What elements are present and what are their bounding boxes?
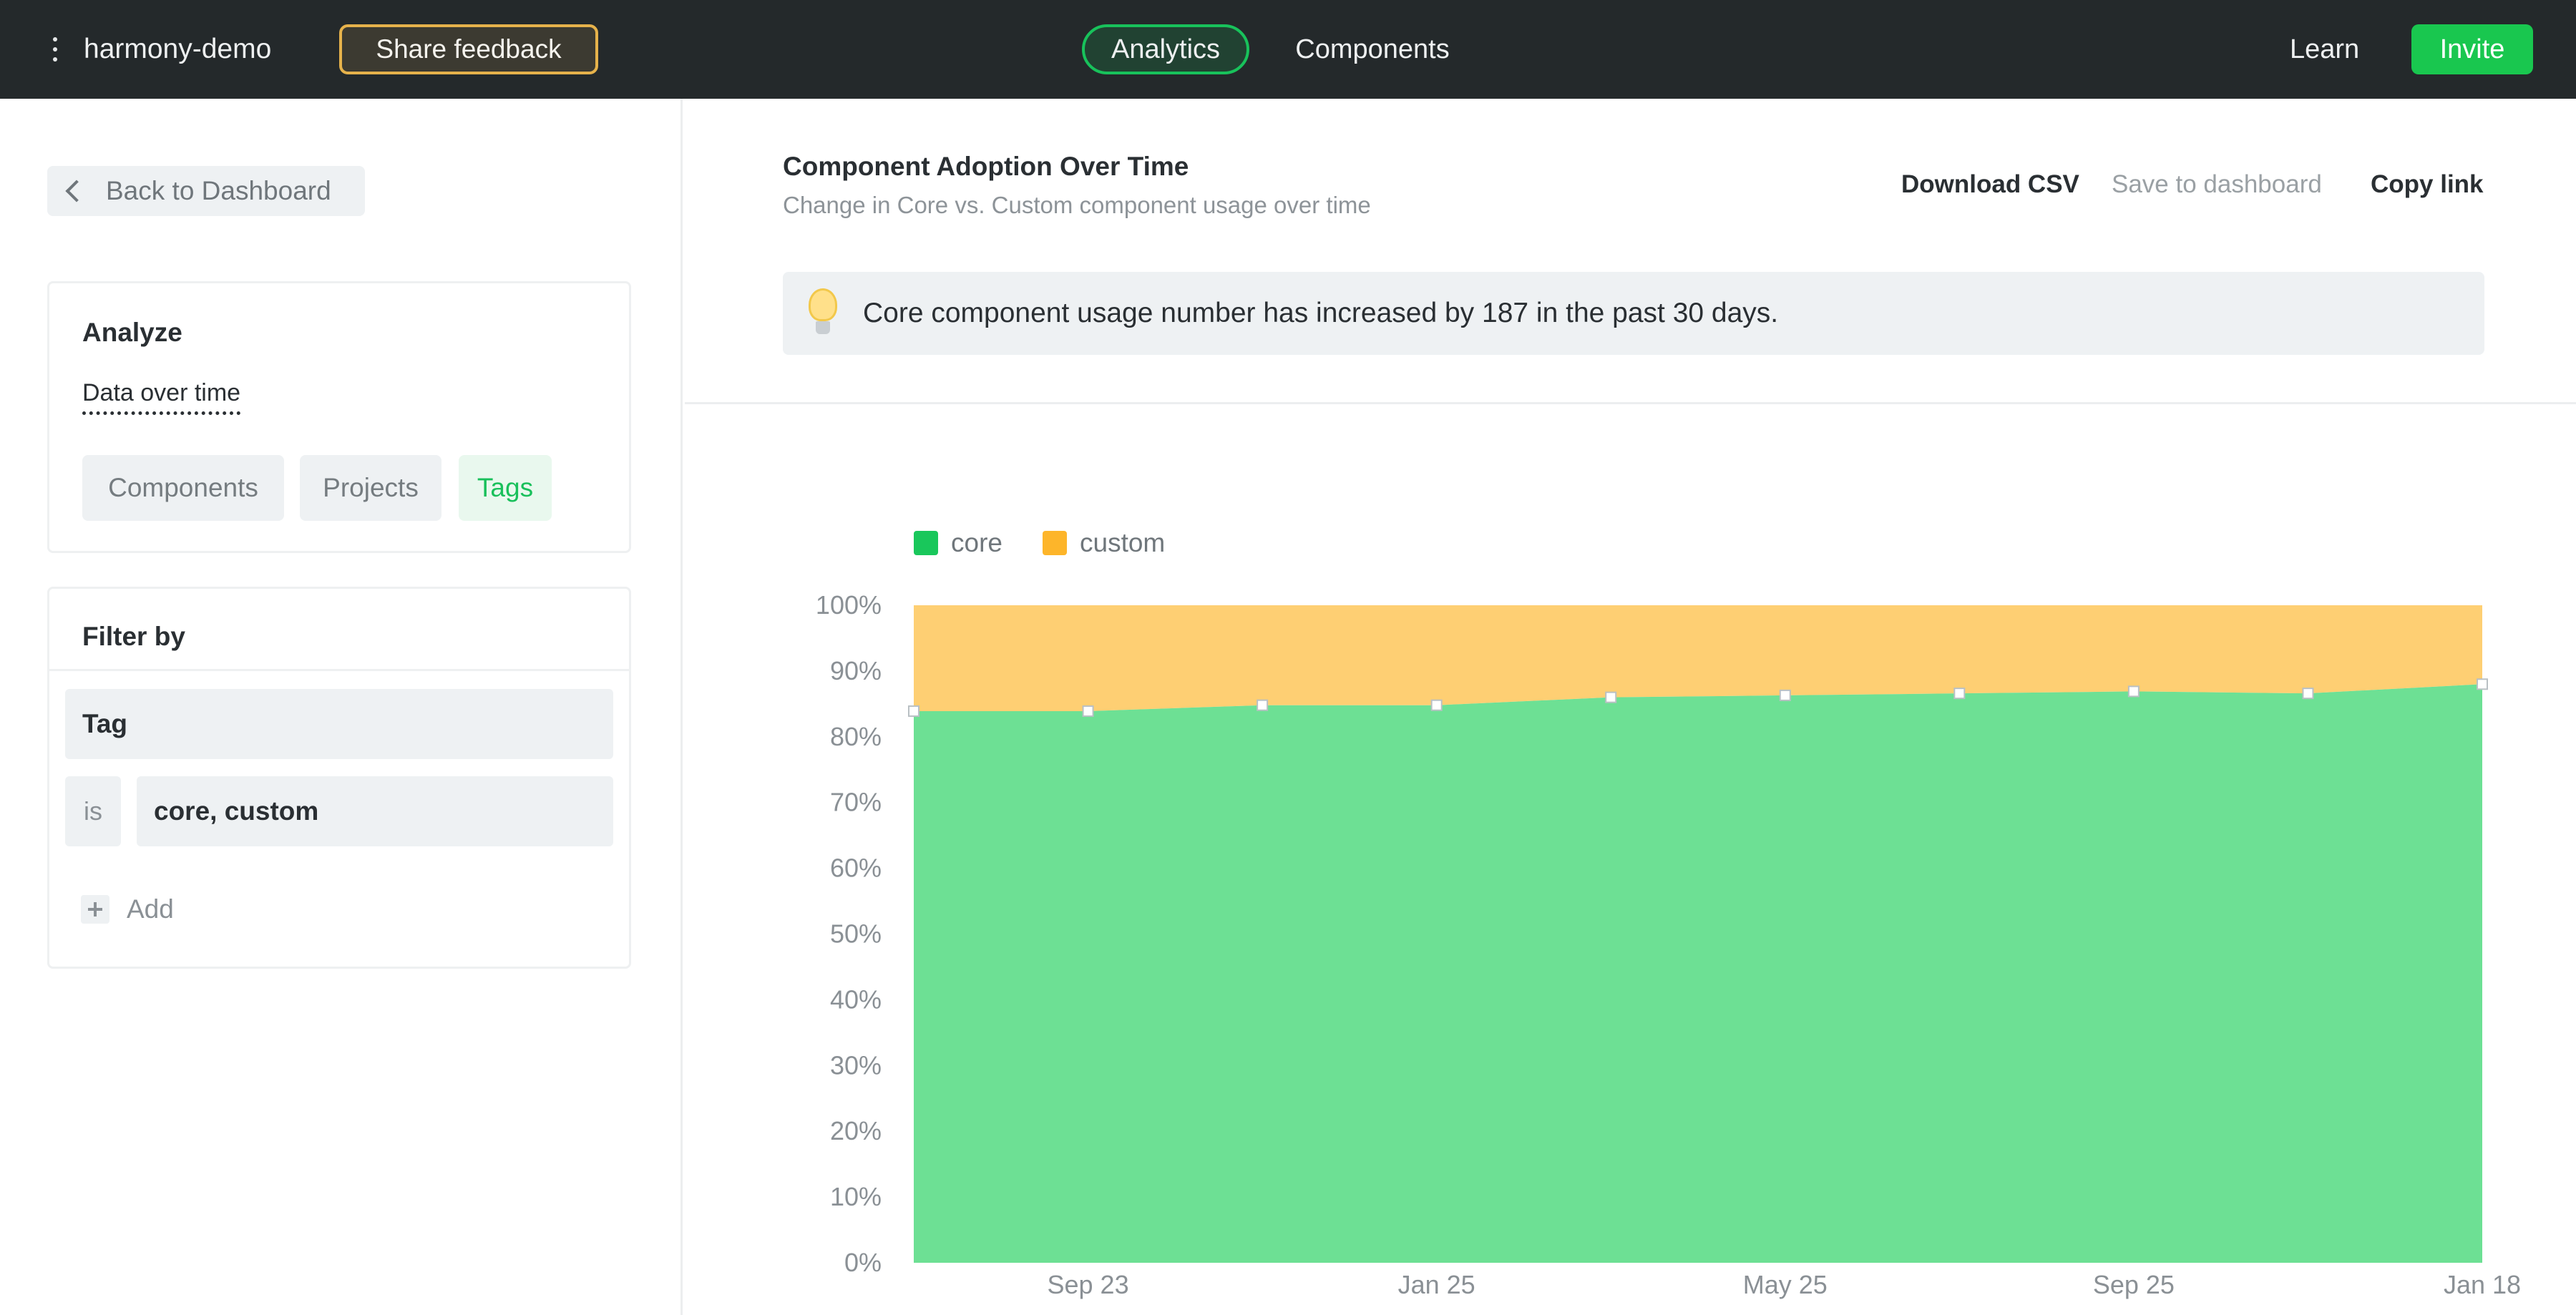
insight-banner: Core component usage number has increase… bbox=[783, 272, 2484, 355]
data-point-core bbox=[1082, 705, 1094, 717]
x-tick-label: May 25 bbox=[1743, 1270, 1828, 1299]
share-feedback-button[interactable]: Share feedback bbox=[339, 24, 598, 74]
y-tick-label: 10% bbox=[830, 1182, 882, 1211]
y-tick-label: 40% bbox=[830, 984, 882, 1014]
data-point-core bbox=[2127, 685, 2140, 698]
data-point-core bbox=[1605, 691, 1617, 703]
legend-swatch-core bbox=[914, 531, 938, 555]
data-point-core bbox=[1257, 699, 1269, 711]
x-tick-label: Jan 25 bbox=[1398, 1270, 1475, 1299]
data-point-core bbox=[1779, 689, 1791, 701]
chart-canvas: 0% 10% 20% 30% 40% 50% 60% 70% 80% 90% 100% Sep 23 J… bbox=[816, 590, 2521, 1299]
project-name[interactable]: harmony-demo bbox=[84, 34, 272, 64]
add-filter-label: Add bbox=[127, 894, 174, 924]
add-filter-button[interactable]: Add bbox=[81, 888, 174, 931]
filter-title: Filter by bbox=[82, 622, 185, 651]
main-panel: Component Adoption Over Time Change in C… bbox=[685, 99, 2576, 1315]
legend-item-core[interactable]: core bbox=[914, 528, 1002, 558]
filter-value-select[interactable]: core, custom bbox=[137, 776, 613, 846]
plus-icon bbox=[81, 895, 109, 924]
sidebar: Back to Dashboard Analyze Data over time… bbox=[0, 99, 683, 1315]
insight-text: Core component usage number has increase… bbox=[863, 298, 1779, 328]
analyze-option-tags[interactable]: Tags bbox=[459, 455, 552, 521]
y-tick-label: 30% bbox=[830, 1050, 882, 1080]
filter-field-select[interactable]: Tag bbox=[65, 689, 613, 759]
data-point-core bbox=[1953, 688, 1966, 700]
copy-link-button[interactable]: Copy link bbox=[2371, 170, 2484, 198]
divider bbox=[685, 402, 2576, 404]
divider bbox=[49, 669, 629, 671]
y-tick-label: 0% bbox=[844, 1248, 882, 1277]
x-tick-label: Sep 23 bbox=[1048, 1270, 1129, 1299]
y-tick-label: 70% bbox=[830, 788, 882, 817]
y-tick-label: 20% bbox=[830, 1116, 882, 1145]
data-point-core bbox=[1430, 699, 1443, 711]
analyze-mode-dropdown[interactable]: Data over time bbox=[82, 379, 241, 415]
series-area-core bbox=[914, 684, 2482, 1263]
back-to-dashboard-button[interactable]: Back to Dashboard bbox=[47, 166, 365, 216]
y-tick-label: 50% bbox=[830, 919, 882, 949]
save-to-dashboard-button[interactable]: Save to dashboard bbox=[2112, 170, 2322, 198]
y-tick-label: 80% bbox=[830, 722, 882, 751]
legend-label-core: core bbox=[951, 528, 1002, 557]
chart-title: Component Adoption Over Time bbox=[783, 152, 1189, 181]
area-chart: core custom 0% 10% 20% 30% 40% 50% 60% 70% 80% 90… bbox=[685, 406, 2576, 1315]
legend-label-custom: custom bbox=[1080, 528, 1166, 557]
data-point-core bbox=[908, 705, 919, 717]
legend-item-custom[interactable]: custom bbox=[1043, 528, 1165, 558]
invite-button[interactable]: Invite bbox=[2411, 24, 2533, 74]
data-point-core bbox=[2477, 678, 2488, 690]
y-tick-label: 100% bbox=[816, 590, 882, 620]
vertical-dots-icon[interactable] bbox=[44, 37, 66, 62]
analyze-option-components[interactable]: Components bbox=[82, 455, 284, 521]
back-to-dashboard-label: Back to Dashboard bbox=[106, 176, 331, 205]
x-tick-label: Sep 25 bbox=[2093, 1270, 2175, 1299]
tab-components[interactable]: Components bbox=[1295, 34, 1450, 64]
chevron-left-icon bbox=[65, 180, 88, 202]
analyze-card: Analyze Data over time Components Projec… bbox=[47, 281, 631, 553]
filter-operator-select[interactable]: is bbox=[65, 776, 121, 846]
chart-subtitle: Change in Core vs. Custom component usag… bbox=[783, 192, 1371, 218]
y-tick-label: 90% bbox=[830, 656, 882, 685]
tab-analytics[interactable]: Analytics bbox=[1082, 24, 1249, 74]
download-csv-button[interactable]: Download CSV bbox=[1901, 170, 2079, 198]
analyze-title: Analyze bbox=[82, 318, 182, 347]
series-area-custom bbox=[914, 605, 2482, 711]
lightbulb-icon bbox=[806, 288, 839, 338]
legend-swatch-custom bbox=[1043, 531, 1067, 555]
filter-card: Filter by Tag is core, custom Add bbox=[47, 587, 631, 969]
top-bar: harmony-demo Share feedback Analytics Co… bbox=[0, 0, 2576, 99]
analyze-option-projects[interactable]: Projects bbox=[300, 455, 441, 521]
x-tick-label: Jan 18 bbox=[2444, 1270, 2521, 1299]
data-point-core bbox=[2302, 688, 2314, 700]
learn-link[interactable]: Learn bbox=[2290, 34, 2360, 64]
y-tick-label: 60% bbox=[830, 854, 882, 883]
